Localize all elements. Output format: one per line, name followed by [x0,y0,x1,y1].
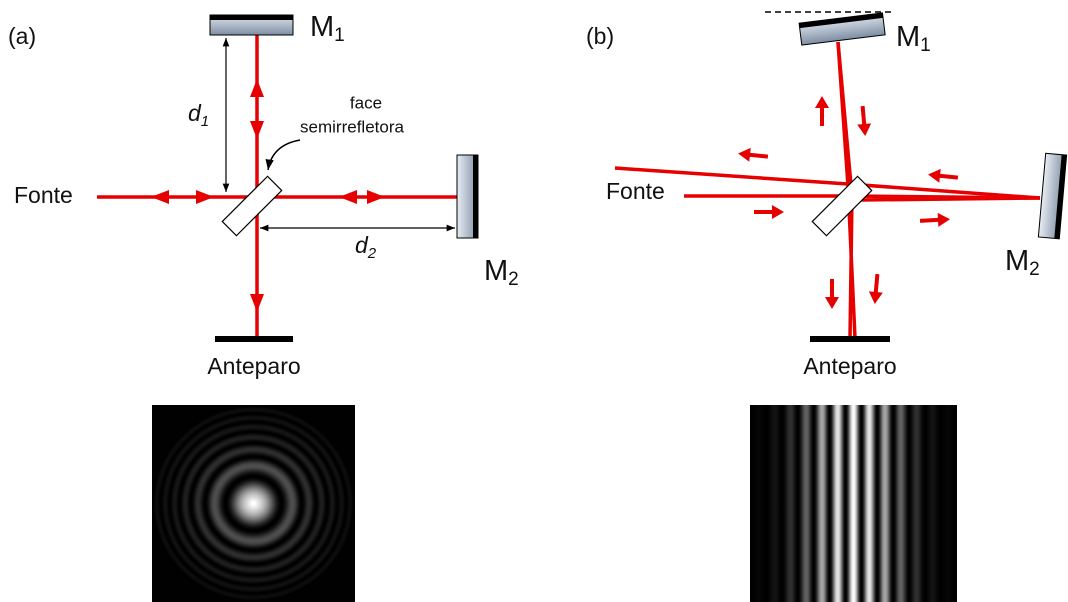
beam-arrowhead [339,190,357,204]
beam-arrowhead [151,190,169,204]
arrow-head [868,291,883,304]
mirror-back [473,155,478,238]
arrow-head [815,96,829,108]
mirror-label: M1 [310,11,345,46]
beam [615,168,1040,198]
arrow-shaft [863,106,865,126]
mirror [1038,153,1066,239]
beam-arrowhead [250,121,264,139]
panel-a: (a) M1 M2 Anteparo Fonte d1 d2 face semi… [8,11,519,602]
panel-b: (b) M1 M2 Anteparo Fonte [586,12,1067,602]
note: semirrefletora [300,117,404,136]
pointer-arrow [268,140,300,170]
distance-label: d1 [188,100,209,130]
fringe-pattern [750,405,957,602]
direction-arrow [856,105,873,136]
source-label: Fonte [606,178,665,204]
direction-arrow [868,273,885,304]
source-label: Fonte [14,182,73,208]
beam-splitter [222,176,281,235]
ring-pattern [152,405,355,602]
direction-arrow [927,168,958,185]
beam-arrowhead [250,294,264,312]
direction-arrow [754,205,784,219]
arrow-shaft [876,274,878,294]
mirror-label: M1 [896,21,931,56]
arrow-shaft [748,155,768,157]
direction-arrow [737,147,768,164]
arrow-head [938,212,951,227]
direction-arrow [920,212,951,228]
arrow-head [825,297,839,309]
mirror-label: M2 [484,255,519,290]
beam-arrowhead [250,79,264,97]
beam-arrowhead [196,190,214,204]
arrow-head [737,147,750,162]
mirror-back [210,15,293,20]
note: face [350,93,382,112]
arrow-head [857,123,872,136]
direction-arrow [825,279,839,309]
beam-arrowhead [367,190,385,204]
arrow-shaft [920,220,940,221]
screen-label: Anteparo [803,353,896,379]
arrow-head [772,205,784,219]
mirror [799,13,885,45]
mirror-label: M2 [1005,245,1040,280]
screen-label: Anteparo [207,353,300,379]
panel-label: (b) [586,23,614,49]
panel-label: (a) [8,23,36,49]
direction-arrow [815,96,829,126]
interferometer-diagram: (a) M1 M2 Anteparo Fonte d1 d2 face semi… [0,0,1068,602]
arrow-shaft [938,176,958,178]
arrow-head [927,168,940,183]
distance-label: d2 [355,232,377,262]
